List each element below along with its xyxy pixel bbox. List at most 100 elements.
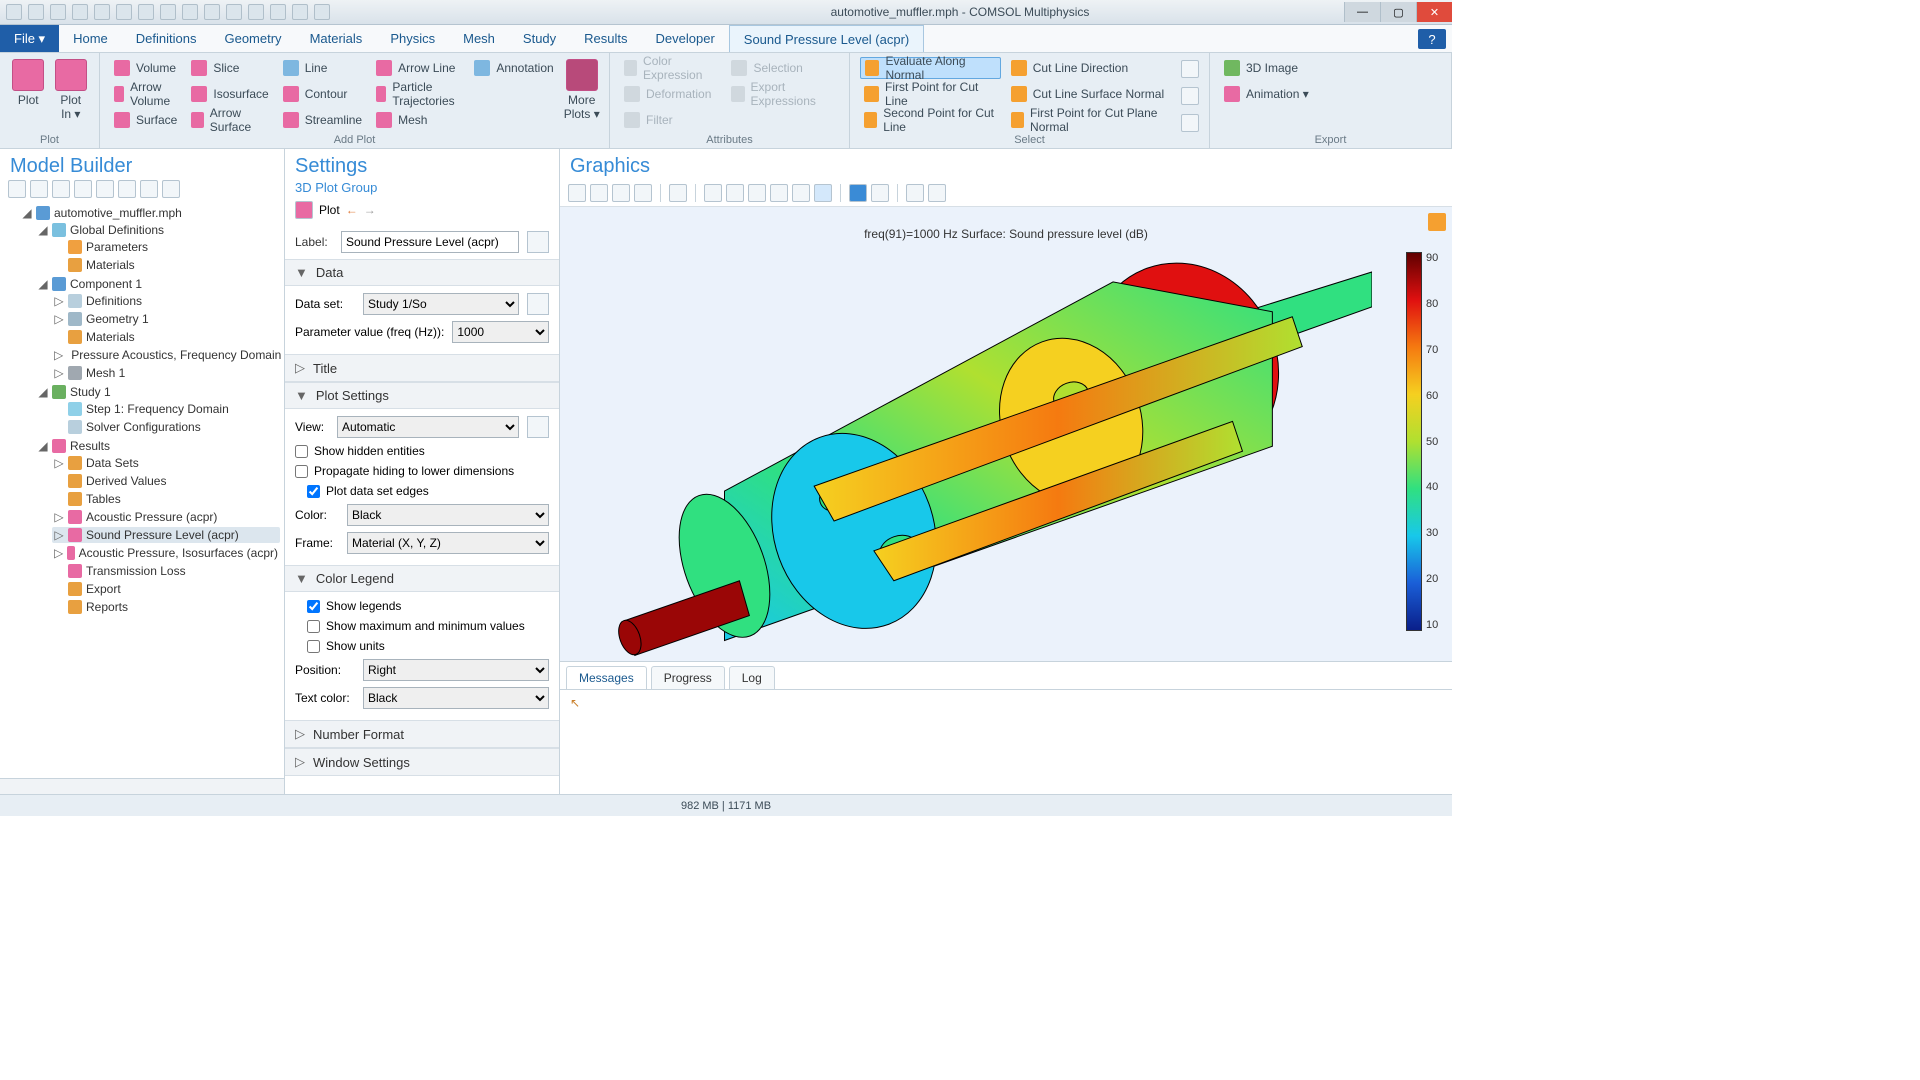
select-aux-1[interactable] bbox=[1181, 60, 1199, 78]
3d-image-button[interactable]: 3D Image bbox=[1220, 57, 1313, 79]
progress-tab[interactable]: Progress bbox=[651, 666, 725, 689]
qat-btn[interactable] bbox=[28, 4, 44, 20]
particle-traj-button[interactable]: Particle Trajectories bbox=[372, 83, 464, 105]
section-color-legend[interactable]: ▼Color Legend bbox=[285, 565, 559, 592]
view-select[interactable]: Automatic bbox=[337, 416, 519, 438]
file-menu[interactable]: File ▾ bbox=[0, 25, 59, 52]
second-point-cut-line-button[interactable]: Second Point for Cut Line bbox=[860, 109, 1001, 131]
tab-home[interactable]: Home bbox=[59, 25, 122, 52]
qat-btn[interactable] bbox=[248, 4, 264, 20]
chk-propagate[interactable] bbox=[295, 465, 308, 478]
mb-tool[interactable] bbox=[30, 180, 48, 198]
chk-edges[interactable] bbox=[307, 485, 320, 498]
snapshot-icon[interactable] bbox=[906, 184, 924, 202]
print-icon[interactable] bbox=[928, 184, 946, 202]
tab-sound-pressure-level[interactable]: Sound Pressure Level (acpr) bbox=[729, 25, 924, 52]
mb-tool[interactable] bbox=[52, 180, 70, 198]
view-xyz-icon[interactable] bbox=[770, 184, 788, 202]
help-badge-icon[interactable] bbox=[1428, 213, 1446, 231]
first-point-cut-line-button[interactable]: First Point for Cut Line bbox=[860, 83, 1001, 105]
qat-btn[interactable] bbox=[72, 4, 88, 20]
zoom-extents-icon[interactable] bbox=[612, 184, 630, 202]
view-toggle-icon[interactable] bbox=[814, 184, 832, 202]
view-yz-icon[interactable] bbox=[726, 184, 744, 202]
qat-btn[interactable] bbox=[94, 4, 110, 20]
zoom-in-icon[interactable] bbox=[568, 184, 586, 202]
mb-tool[interactable] bbox=[118, 180, 136, 198]
animation-button[interactable]: Animation ▾ bbox=[1220, 83, 1313, 105]
qat-btn[interactable] bbox=[50, 4, 66, 20]
tab-study[interactable]: Study bbox=[509, 25, 570, 52]
legend-text-select[interactable]: Black bbox=[363, 687, 549, 709]
mb-tool[interactable] bbox=[8, 180, 26, 198]
tab-developer[interactable]: Developer bbox=[642, 25, 729, 52]
tab-mesh[interactable]: Mesh bbox=[449, 25, 509, 52]
label-input[interactable] bbox=[341, 231, 519, 253]
qat-btn[interactable] bbox=[138, 4, 154, 20]
annotation-button[interactable]: Annotation bbox=[470, 57, 557, 79]
graphics-canvas[interactable]: freq(91)=1000 Hz Surface: Sound pressure… bbox=[560, 206, 1452, 661]
tab-materials[interactable]: Materials bbox=[296, 25, 377, 52]
qat-btn[interactable] bbox=[182, 4, 198, 20]
chk-units[interactable] bbox=[307, 640, 320, 653]
section-title[interactable]: ▷Title bbox=[285, 354, 559, 382]
chk-hidden[interactable] bbox=[295, 445, 308, 458]
line-button[interactable]: Line bbox=[279, 57, 366, 79]
section-data[interactable]: ▼Data bbox=[285, 259, 559, 286]
qat-btn[interactable] bbox=[226, 4, 242, 20]
qat-btn[interactable] bbox=[6, 4, 22, 20]
scene-light-icon[interactable] bbox=[871, 184, 889, 202]
isosurface-button[interactable]: Isosurface bbox=[187, 83, 272, 105]
select-aux-3[interactable] bbox=[1181, 114, 1199, 132]
view-xz-icon[interactable] bbox=[748, 184, 766, 202]
cut-line-direction-button[interactable]: Cut Line Direction bbox=[1007, 57, 1175, 79]
surface-button[interactable]: Surface bbox=[110, 109, 181, 131]
plot-icon[interactable] bbox=[295, 201, 313, 219]
tab-physics[interactable]: Physics bbox=[376, 25, 449, 52]
messages-tab[interactable]: Messages bbox=[566, 666, 647, 689]
label-aux-button[interactable] bbox=[527, 231, 549, 253]
help-button[interactable]: ? bbox=[1418, 29, 1446, 49]
first-point-cut-plane-button[interactable]: First Point for Cut Plane Normal bbox=[1007, 109, 1175, 131]
chk-legends[interactable] bbox=[307, 600, 320, 613]
volume-button[interactable]: Volume bbox=[110, 57, 181, 79]
tab-definitions[interactable]: Definitions bbox=[122, 25, 211, 52]
slice-button[interactable]: Slice bbox=[187, 57, 272, 79]
more-plots-button[interactable]: More Plots ▾ bbox=[564, 57, 600, 134]
mb-tool[interactable] bbox=[96, 180, 114, 198]
plot-in-button[interactable]: Plot In ▾ bbox=[53, 57, 90, 134]
frame-select[interactable]: Material (X, Y, Z) bbox=[347, 532, 549, 554]
minimize-button[interactable]: — bbox=[1344, 2, 1380, 22]
view-aux[interactable] bbox=[527, 416, 549, 438]
model-tree[interactable]: ◢automotive_muffler.mph ◢Global Definiti… bbox=[0, 202, 284, 778]
param-select[interactable]: 1000 bbox=[452, 321, 549, 343]
qat-btn[interactable] bbox=[270, 4, 286, 20]
legend-pos-select[interactable]: Right bbox=[363, 659, 549, 681]
arrow-line-button[interactable]: Arrow Line bbox=[372, 57, 464, 79]
mb-tool[interactable] bbox=[140, 180, 158, 198]
streamline-button[interactable]: Streamline bbox=[279, 109, 366, 131]
evaluate-along-normal-button[interactable]: Evaluate Along Normal bbox=[860, 57, 1001, 79]
qat-btn[interactable] bbox=[160, 4, 176, 20]
plot-button[interactable]: Plot bbox=[10, 57, 47, 134]
chk-minmax[interactable] bbox=[307, 620, 320, 633]
maximize-button[interactable]: ▢ bbox=[1380, 2, 1416, 22]
dataset-select[interactable]: Study 1/So bbox=[363, 293, 519, 315]
horizontal-scrollbar[interactable] bbox=[0, 778, 284, 794]
color-select[interactable]: Black bbox=[347, 504, 549, 526]
tab-geometry[interactable]: Geometry bbox=[210, 25, 295, 52]
mb-tool[interactable] bbox=[162, 180, 180, 198]
zoom-out-icon[interactable] bbox=[590, 184, 608, 202]
section-window-settings[interactable]: ▷Window Settings bbox=[285, 748, 559, 776]
qat-btn[interactable] bbox=[116, 4, 132, 20]
qat-btn[interactable] bbox=[314, 4, 330, 20]
arrow-volume-button[interactable]: Arrow Volume bbox=[110, 83, 181, 105]
section-plot-settings[interactable]: ▼Plot Settings bbox=[285, 382, 559, 409]
zoom-box-icon[interactable] bbox=[634, 184, 652, 202]
qat-btn[interactable] bbox=[204, 4, 220, 20]
view-xy-icon[interactable] bbox=[704, 184, 722, 202]
dataset-aux[interactable] bbox=[527, 293, 549, 315]
cut-line-surface-normal-button[interactable]: Cut Line Surface Normal bbox=[1007, 83, 1175, 105]
contour-button[interactable]: Contour bbox=[279, 83, 366, 105]
view-triad-icon[interactable] bbox=[669, 184, 687, 202]
